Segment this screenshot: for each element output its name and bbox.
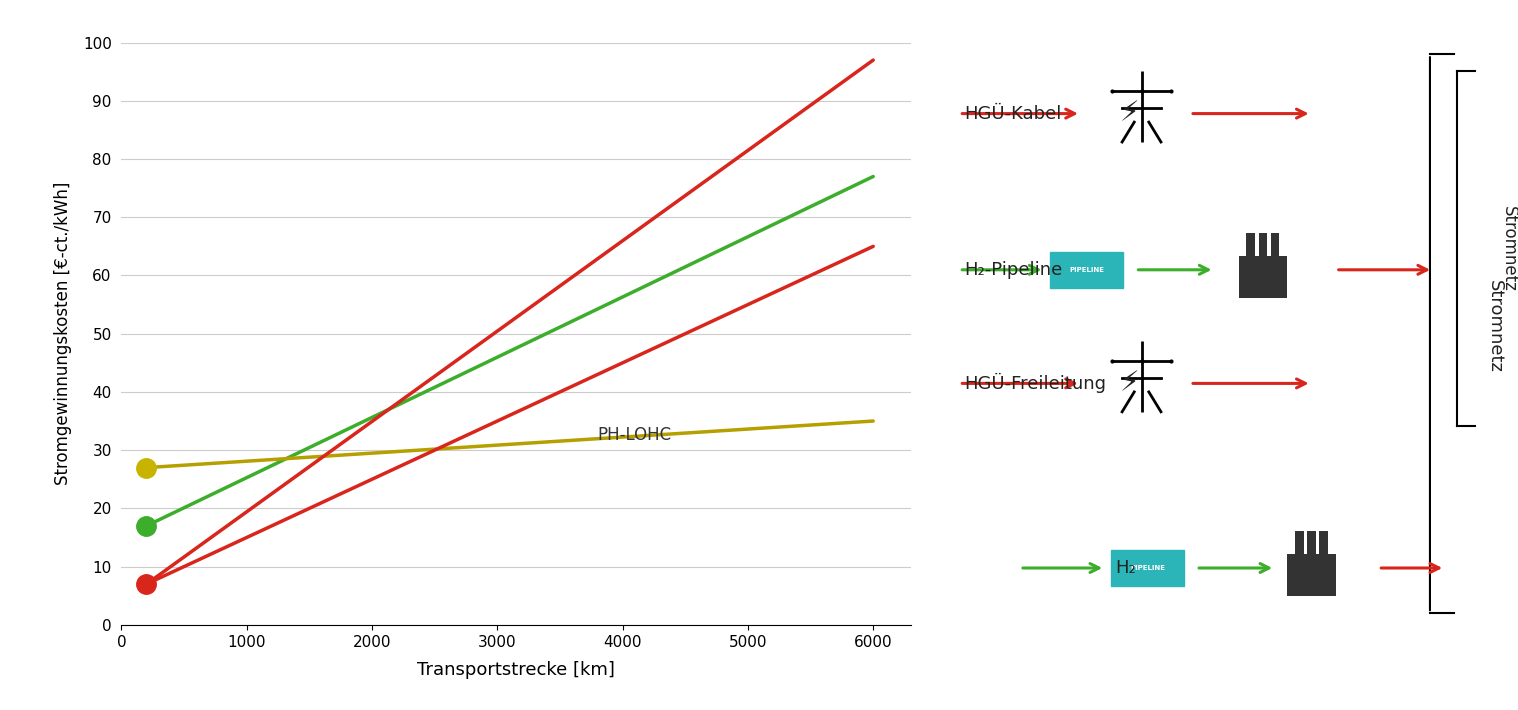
Bar [1258, 233, 1268, 256]
Bar [1287, 554, 1336, 596]
Y-axis label: Stromgewinnungskosten [€-ct./kWh]: Stromgewinnungskosten [€-ct./kWh] [53, 182, 71, 486]
Text: PH-LOHC: PH-LOHC [598, 426, 671, 444]
Text: 🏭: 🏭 [1266, 256, 1284, 284]
Text: HGÜ-Kabel: HGÜ-Kabel [964, 104, 1061, 123]
Bar [1246, 233, 1255, 256]
Text: H₂-Pipeline: H₂-Pipeline [964, 261, 1063, 279]
Text: ⚡: ⚡ [1120, 99, 1138, 128]
X-axis label: Transportstrecke [km]: Transportstrecke [km] [417, 660, 615, 679]
Bar [1295, 531, 1304, 554]
Text: ⚡: ⚡ [1120, 369, 1138, 398]
Text: Stromnetz: Stromnetz [1500, 206, 1518, 291]
Text: PIPELINE: PIPELINE [1069, 267, 1105, 273]
FancyBboxPatch shape [1111, 550, 1184, 586]
Bar [1319, 531, 1328, 554]
Bar [1271, 233, 1280, 256]
Bar [1307, 531, 1316, 554]
Bar [1239, 256, 1287, 298]
Text: HGÜ-Freileitung: HGÜ-Freileitung [964, 373, 1107, 393]
FancyBboxPatch shape [1050, 252, 1123, 288]
Text: Stromnetz: Stromnetz [1486, 280, 1504, 373]
Text: H₂: H₂ [1116, 559, 1137, 577]
Text: 🏭: 🏭 [1315, 554, 1333, 582]
Text: PIPELINE: PIPELINE [1129, 565, 1166, 571]
